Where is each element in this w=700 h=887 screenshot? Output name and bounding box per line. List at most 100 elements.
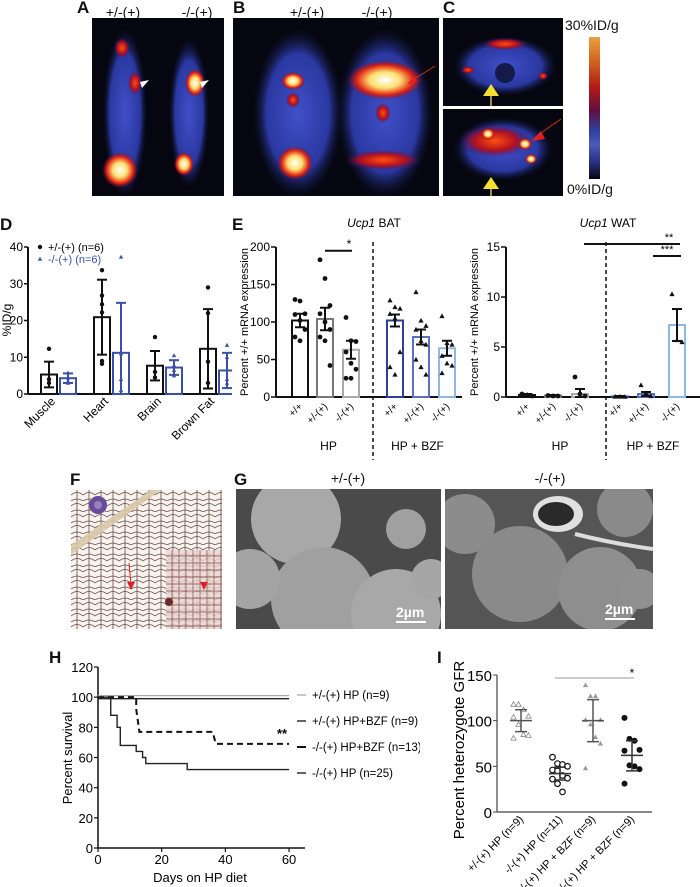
data-point <box>564 762 571 770</box>
data-point <box>554 780 561 788</box>
data-point <box>292 312 298 317</box>
x-tick-label: +/-(+) <box>401 401 426 426</box>
data-point <box>621 714 628 721</box>
data-point <box>205 380 211 386</box>
data-point <box>559 788 566 796</box>
data-point <box>545 393 551 398</box>
x-tick-label: Muscle <box>21 394 58 431</box>
data-point <box>327 363 333 368</box>
data-point <box>46 380 52 386</box>
y-tick-label: 20 <box>79 811 93 826</box>
data-point <box>65 375 71 380</box>
colorscale-max-label: 30%ID/g <box>565 17 619 33</box>
data-point <box>99 293 105 298</box>
data-point <box>592 734 599 740</box>
data-point <box>515 720 522 727</box>
group-label: HP + BZF <box>627 439 680 453</box>
data-point <box>626 762 633 769</box>
data-point <box>439 313 445 319</box>
x-axis-label: Days on HP diet <box>153 870 247 885</box>
data-point <box>592 693 599 699</box>
y-tick-label: 100 <box>71 690 93 705</box>
data-point <box>348 375 354 381</box>
pet-image-c-bottom <box>443 109 563 196</box>
x-tick-label: -/-(+) <box>659 401 682 424</box>
data-point <box>99 310 105 315</box>
group-label: HP <box>552 439 569 453</box>
data-point <box>643 390 649 396</box>
data-point <box>171 373 177 378</box>
em-image-g-left: 2µm <box>236 489 441 629</box>
data-point <box>317 257 323 263</box>
panel-label-e: E <box>232 215 244 234</box>
data-point <box>413 326 419 332</box>
pet-image-b <box>233 18 439 196</box>
data-point <box>118 254 124 259</box>
data-point <box>612 393 618 399</box>
x-tick-label: 60 <box>282 852 296 867</box>
significance-label: * <box>630 666 635 680</box>
panel-label-f: F <box>70 470 81 489</box>
histology-image-f <box>71 490 222 629</box>
data-point <box>418 338 424 343</box>
data-point <box>674 337 680 343</box>
x-tick-label: +/+ <box>287 401 305 419</box>
significance-label: * <box>347 237 352 251</box>
y-tick-label: 120 <box>71 660 93 675</box>
data-point <box>549 753 556 761</box>
group-label: HP + BZF <box>391 439 444 453</box>
data-point <box>322 319 328 325</box>
y-tick-label: 200 <box>250 240 270 254</box>
data-point <box>302 311 308 317</box>
data-point <box>524 392 530 398</box>
data-point <box>292 334 298 340</box>
chart-e-wat: Ucp1 WAT 0 5 10 15 Percent +/+ mRNA expressio… <box>469 216 700 460</box>
panel-label-i: I <box>437 648 442 667</box>
data-point <box>99 267 105 273</box>
data-point <box>297 338 303 344</box>
y-tick-label: 100 <box>467 714 492 731</box>
data-point <box>205 285 211 290</box>
panel-b-group-label-1: +/-(+) <box>289 4 325 20</box>
data-point <box>205 310 211 316</box>
survival-curve <box>98 696 290 745</box>
significance-label: *** <box>661 244 675 256</box>
data-point <box>171 367 177 372</box>
x-tick-label: +/-(+) <box>533 401 558 426</box>
data-point <box>638 382 644 388</box>
data-point <box>510 713 517 720</box>
panel-a-group-label-1: +/-(+) <box>105 4 141 20</box>
chart-h: 0 20 40 60 80 100 120 0 20 40 60 Days on HP diet Per… <box>60 660 420 885</box>
y-axis-label: Percent +/+ mRNA expression <box>469 248 481 396</box>
data-point <box>37 244 43 250</box>
x-tick-label: Brown Fat <box>169 394 218 443</box>
legend-label: -/-(+) HP (n=25) <box>312 768 393 780</box>
data-point <box>648 393 654 399</box>
data-point <box>669 291 675 297</box>
data-point <box>37 256 43 261</box>
x-tick-label: Heart <box>80 394 111 425</box>
y-tick-label: 0 <box>493 390 500 404</box>
data-point <box>322 276 328 281</box>
data-point <box>171 353 177 358</box>
data-point <box>397 349 403 355</box>
bar <box>386 319 404 398</box>
pet-image-a <box>92 18 224 196</box>
legend-label: +/-(+) HP (n=9) <box>312 690 390 702</box>
panel-g-group-label-2: -/-(+) <box>534 470 566 486</box>
em-image-g-right: 2µm <box>445 489 653 629</box>
colorscale-min-label: 0%ID/g <box>567 181 613 197</box>
x-tick-label: +/+ <box>514 401 532 419</box>
pet-image-c-top <box>443 18 563 106</box>
data-point <box>65 370 71 375</box>
panel-g-group-label-1: +/-(+) <box>330 470 366 486</box>
y-tick-label: 150 <box>250 278 270 292</box>
data-point <box>413 289 419 295</box>
data-point <box>555 393 561 399</box>
data-point <box>510 734 517 741</box>
y-tick-label: 0 <box>263 390 270 404</box>
x-tick-label: -/-(+) <box>333 401 356 424</box>
data-point <box>392 304 398 310</box>
chart-d: 0 10 20 30 40 %ID/g Muscle Heart Brain Brown Fat +… <box>0 240 232 443</box>
